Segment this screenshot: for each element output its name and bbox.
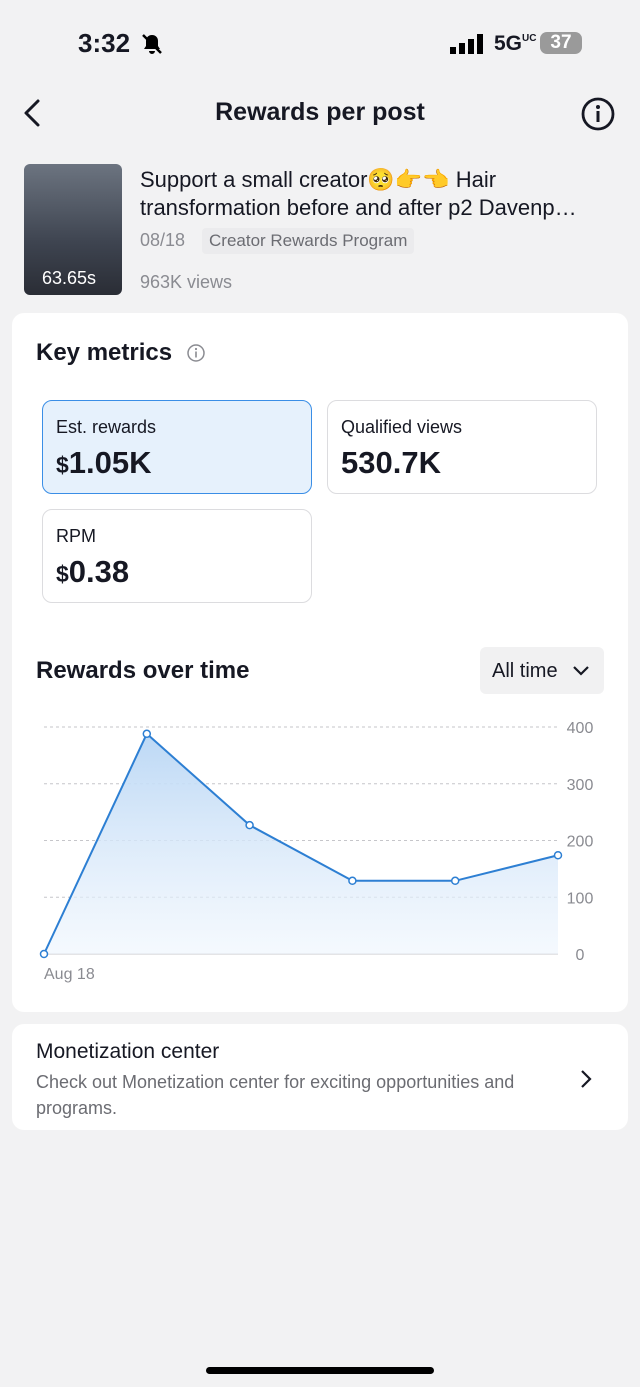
- x-tick-label: Aug 18: [44, 966, 95, 983]
- point: [142, 729, 152, 739]
- home-indicator: [206, 1367, 434, 1374]
- point: [348, 876, 357, 886]
- mute-icon: [142, 34, 162, 54]
- info-icon[interactable]: [186, 343, 206, 363]
- currency: $: [56, 561, 69, 587]
- point: [39, 949, 49, 959]
- point: [245, 820, 254, 830]
- post-date: 08/18: [140, 230, 186, 250]
- area: [44, 733, 558, 954]
- amount: 1.05K: [68, 445, 152, 480]
- network: 5GUC: [494, 32, 537, 56]
- monetization-description: Check out Monetization center for exciti…: [36, 1072, 515, 1118]
- metric-card[interactable]: RPM $0.38: [42, 509, 312, 603]
- line: [43, 732, 559, 955]
- y-tick-label: 400: [567, 720, 594, 737]
- range-label: All time: [492, 660, 558, 682]
- status-time: 3:32: [78, 28, 131, 58]
- back-button[interactable]: [20, 98, 46, 128]
- amount: 0.38: [68, 554, 130, 589]
- post-views: 963K views: [140, 272, 233, 292]
- monetization-title: Monetization center: [36, 1040, 220, 1063]
- y-tick-label: 300: [567, 777, 594, 794]
- point: [450, 876, 460, 886]
- chevron-right: [581, 1070, 592, 1088]
- signal-icon: [450, 34, 483, 54]
- info-button[interactable]: [580, 96, 616, 132]
- page-title: Rewards per post: [215, 98, 425, 126]
- point: [553, 851, 563, 860]
- network-sub: UC: [522, 33, 537, 44]
- metric-value: $0.38: [56, 554, 129, 590]
- metric-value: 530.7K: [341, 445, 441, 480]
- chevron-down: [573, 666, 589, 676]
- y-tick-label: 0: [576, 947, 585, 964]
- metric-card[interactable]: Est. rewards $1.05K: [42, 400, 312, 494]
- program-tag: Creator Rewards Program: [202, 228, 415, 254]
- monetization-card[interactable]: [12, 1024, 628, 1130]
- metric-value: $1.05K: [56, 445, 152, 481]
- post-thumbnail[interactable]: 63.65s: [24, 164, 122, 295]
- line-chart: 0 100 200 300 400 Aug 18: [39, 720, 594, 983]
- section-title: Rewards over time: [36, 657, 250, 684]
- metric-card[interactable]: Qualified views 530.7K: [327, 400, 597, 494]
- currency: $: [56, 452, 69, 478]
- metric-label: RPM: [56, 526, 96, 546]
- metric-label: Qualified views: [341, 417, 463, 437]
- range-dropdown[interactable]: All time: [480, 647, 604, 694]
- metric-label: Est. rewards: [56, 417, 157, 437]
- network-type: 5G: [494, 32, 523, 55]
- post-caption: Support a small creator🥺👉👈 Hair transfor…: [140, 167, 577, 220]
- battery: 37: [540, 32, 582, 54]
- section-title: Key metrics: [36, 339, 173, 366]
- thumbnail-duration: 63.65s: [42, 268, 97, 288]
- y-tick-label: 200: [567, 834, 594, 851]
- y-tick-label: 100: [567, 890, 594, 907]
